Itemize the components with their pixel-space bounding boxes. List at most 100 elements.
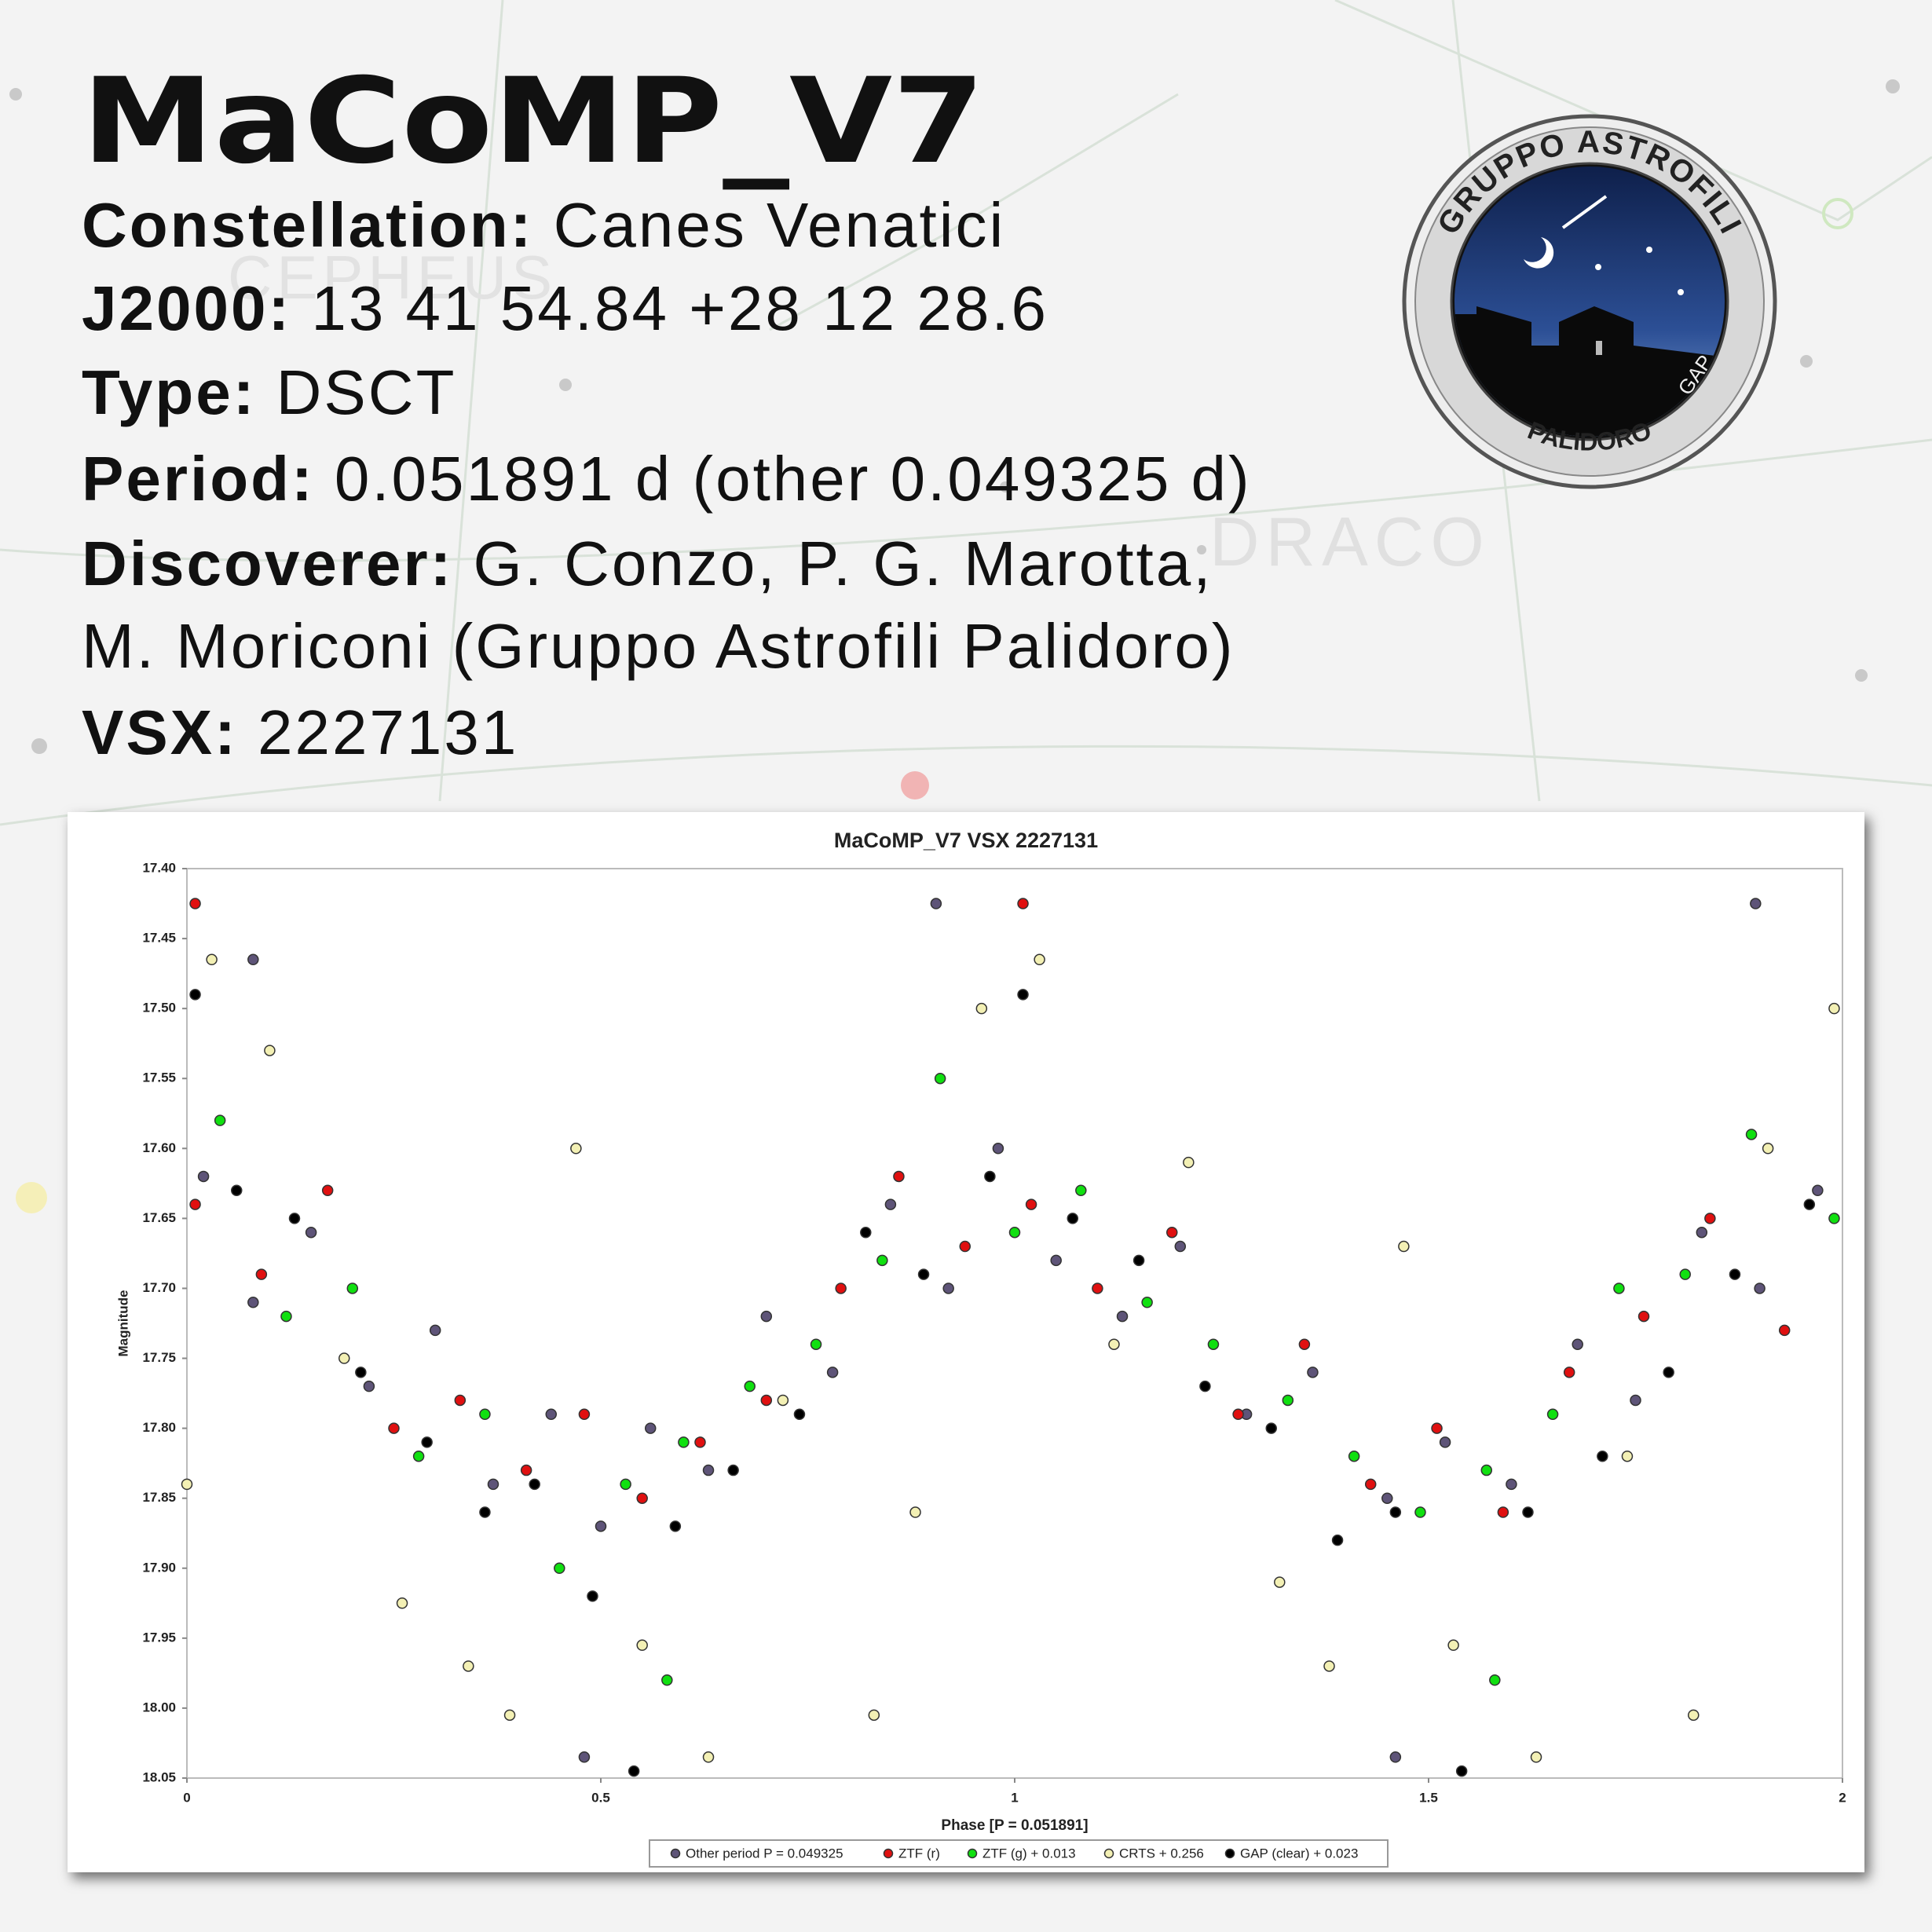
legend-label: ZTF (r) xyxy=(898,1846,940,1861)
info-label: J2000: xyxy=(82,273,291,343)
data-point xyxy=(744,1380,756,1392)
info-line: VSX: 2227131 xyxy=(82,697,518,767)
data-point xyxy=(628,1765,640,1777)
data-point xyxy=(826,1367,839,1378)
data-point xyxy=(321,1184,334,1197)
x-tick-label: 2 xyxy=(1839,1790,1846,1805)
legend-label: CRTS + 0.256 xyxy=(1119,1846,1204,1861)
poster-title: MaCoMP_V7 xyxy=(82,53,985,190)
data-point xyxy=(1530,1751,1542,1763)
data-point xyxy=(288,1213,301,1224)
data-point xyxy=(1522,1506,1534,1518)
data-point xyxy=(412,1450,425,1462)
data-point xyxy=(305,1226,317,1239)
info-line: J2000: 13 41 54.84 +28 12 28.6 xyxy=(82,273,1048,343)
info-spacer xyxy=(315,444,335,514)
data-point xyxy=(1092,1283,1103,1294)
info-line: Constellation: Canes Venatici xyxy=(82,190,1005,260)
data-point xyxy=(1389,1506,1402,1518)
y-tick-label: 17.50 xyxy=(142,1001,176,1015)
data-point xyxy=(230,1184,243,1197)
x-tick-label: 1 xyxy=(1011,1790,1018,1805)
y-tick-label: 18.05 xyxy=(142,1769,176,1784)
data-point xyxy=(1828,1213,1840,1224)
data-point xyxy=(1630,1394,1641,1407)
constellation-label: DRACO xyxy=(1209,503,1491,580)
data-point xyxy=(1497,1506,1509,1518)
info-spacer xyxy=(256,357,276,427)
info-value: M. Moriconi (Gruppo Astrofili Palidoro) xyxy=(82,611,1235,681)
data-point xyxy=(1174,1240,1187,1253)
legend-label: ZTF (g) + 0.013 xyxy=(982,1846,1076,1861)
data-point xyxy=(1762,1143,1774,1154)
data-point xyxy=(429,1324,441,1337)
y-tick-label: 17.75 xyxy=(142,1350,176,1365)
data-point xyxy=(760,1310,773,1323)
data-point xyxy=(280,1310,292,1323)
y-tick-label: 17.70 xyxy=(142,1280,176,1295)
data-point xyxy=(1265,1422,1277,1434)
data-point xyxy=(479,1408,491,1421)
data-point xyxy=(644,1422,657,1434)
data-point xyxy=(1704,1213,1716,1224)
data-point xyxy=(1017,898,1029,909)
data-point xyxy=(479,1506,491,1518)
data-point xyxy=(810,1338,822,1350)
y-tick-label: 18.00 xyxy=(142,1700,176,1714)
data-point xyxy=(760,1394,773,1407)
legend-marker xyxy=(670,1848,681,1859)
data-point xyxy=(1141,1297,1153,1308)
data-point xyxy=(934,1072,946,1085)
chart: MaCoMP_V7 VSX 2227131 17.40 17.45 17.50 17.5… xyxy=(115,829,1846,1868)
y-tick-label: 17.45 xyxy=(142,931,176,946)
data-point xyxy=(1563,1367,1575,1378)
data-point xyxy=(1108,1338,1120,1350)
data-point xyxy=(959,1240,971,1253)
data-point xyxy=(503,1709,516,1722)
data-point xyxy=(678,1436,690,1448)
data-point xyxy=(1754,1283,1766,1294)
data-point xyxy=(554,1562,565,1575)
y-axis-label: Magnitude xyxy=(115,1290,130,1357)
data-point xyxy=(355,1367,367,1378)
y-tick-label: 17.80 xyxy=(142,1420,176,1435)
data-point xyxy=(1597,1450,1608,1462)
y-tick-label: 17.95 xyxy=(142,1630,176,1645)
data-point xyxy=(189,989,201,1001)
legend-marker xyxy=(1224,1848,1235,1859)
data-point xyxy=(1331,1534,1344,1546)
info-spacer xyxy=(238,697,258,767)
data-point xyxy=(992,1143,1004,1154)
data-point xyxy=(189,1198,201,1210)
data-point xyxy=(620,1478,631,1491)
data-point xyxy=(1447,1639,1459,1652)
info-line: Discoverer: G. Conzo, P. G. Marotta, xyxy=(82,529,1213,598)
data-point xyxy=(388,1422,400,1434)
data-point xyxy=(917,1268,930,1280)
data-point xyxy=(255,1268,268,1280)
x-tick-label: 1.5 xyxy=(1419,1790,1438,1805)
data-point xyxy=(1431,1422,1443,1434)
data-point xyxy=(1274,1576,1286,1588)
data-point xyxy=(868,1709,880,1722)
data-point xyxy=(1613,1283,1625,1294)
data-point xyxy=(587,1590,598,1602)
legend-marker xyxy=(967,1848,978,1859)
data-point xyxy=(669,1520,682,1532)
info-spacer xyxy=(453,529,473,598)
data-point xyxy=(1116,1310,1129,1323)
data-point xyxy=(1050,1254,1062,1267)
data-point xyxy=(893,1170,905,1183)
data-point xyxy=(1745,1129,1758,1140)
data-point xyxy=(545,1408,558,1421)
info-label: Discoverer: xyxy=(82,529,453,598)
data-point xyxy=(595,1520,607,1532)
y-tick-label: 17.90 xyxy=(142,1560,176,1575)
y-tick-label: 17.40 xyxy=(142,860,176,875)
data-point xyxy=(1455,1765,1468,1777)
data-point xyxy=(1183,1156,1195,1169)
data-point xyxy=(1621,1450,1634,1462)
data-point xyxy=(1489,1674,1501,1686)
data-point xyxy=(860,1226,872,1239)
